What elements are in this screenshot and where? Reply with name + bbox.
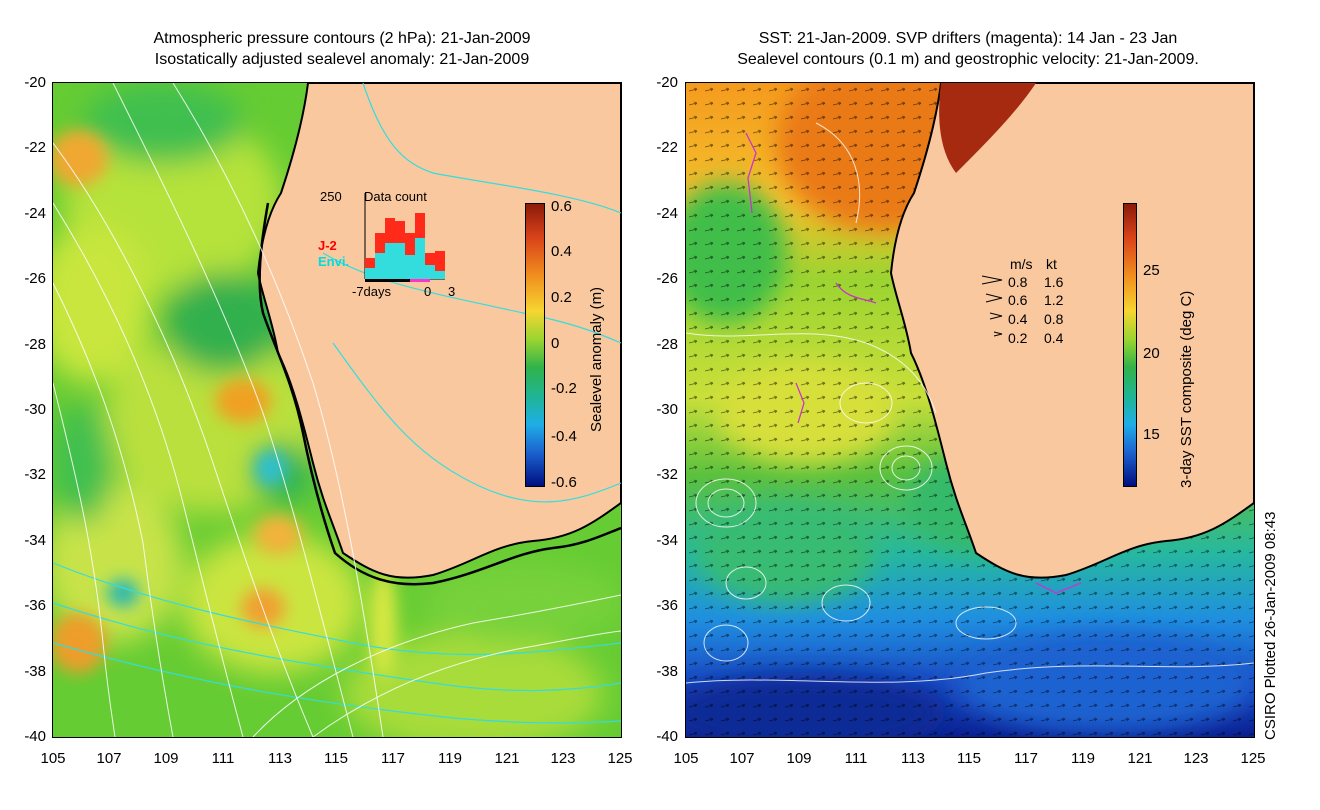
data-count-inset (364, 193, 445, 282)
inset-xtick-end: 3 (448, 284, 456, 299)
right-xtick: 117 (1014, 750, 1038, 767)
left-ytick: -34 (24, 532, 46, 549)
right-ytick: -24 (656, 205, 678, 222)
velocity-legend-row-kt: 0.8 (1044, 311, 1064, 327)
left-xtick: 123 (550, 750, 576, 767)
right-xtick: 123 (1183, 750, 1209, 767)
left-map-svg (53, 83, 621, 737)
left-title-line1: Atmospheric pressure contours (2 hPa): 2… (153, 30, 531, 47)
left-sealevel-map (52, 82, 622, 738)
right-ytick: -28 (656, 336, 678, 353)
right-map-svg (686, 83, 1254, 737)
left-cb-tick-4: -0.2 (551, 380, 577, 397)
velocity-legend-row-ms: 0.2 (1008, 330, 1028, 346)
right-ytick: -36 (656, 597, 678, 614)
left-colorbar (525, 203, 545, 487)
right-cb-tick-15: 15 (1143, 426, 1160, 443)
left-xtick: 111 (211, 750, 235, 767)
left-xtick: 113 (268, 750, 292, 767)
left-ytick: -22 (24, 139, 46, 156)
right-xtick: 113 (901, 750, 925, 767)
left-xtick: 105 (40, 750, 66, 767)
left-cb-tick-3: 0 (551, 335, 560, 352)
left-xtick: 119 (438, 750, 462, 767)
left-ytick: -32 (24, 466, 46, 483)
left-xtick: 125 (607, 750, 633, 767)
right-xtick: 119 (1071, 750, 1095, 767)
right-ytick: -34 (656, 532, 678, 549)
right-sst-map (685, 82, 1255, 738)
left-xtick: 109 (153, 750, 179, 767)
left-ytick: -24 (24, 205, 46, 222)
velocity-legend-header-kt: kt (1046, 256, 1057, 272)
right-ytick: -38 (656, 663, 678, 680)
velocity-legend-row-kt: 1.2 (1044, 292, 1064, 308)
inset-ymax-label: 250 (320, 189, 342, 204)
left-cb-tick-1: 0.4 (551, 243, 572, 260)
velocity-legend-header-ms: m/s (1010, 256, 1033, 272)
right-ytick: -26 (656, 270, 678, 287)
velocity-legend-row-ms: 0.4 (1008, 311, 1028, 327)
right-xtick: 107 (729, 750, 755, 767)
right-title-line1: SST: 21-Jan-2009. SVP drifters (magenta)… (758, 30, 1178, 47)
plot-credit: CSIRO Plotted 26-Jan-2009 08:43 (1262, 511, 1279, 740)
right-title-line2: Sealevel contours (0.1 m) and geostrophi… (737, 51, 1199, 68)
inset-xtick-start: -7days (352, 284, 392, 299)
right-colorbar (1123, 203, 1137, 487)
right-xtick: 121 (1127, 750, 1153, 767)
velocity-legend-row-ms: 0.6 (1008, 292, 1028, 308)
left-cb-tick-0: 0.6 (551, 198, 572, 215)
inset-xtick-zero: 0 (424, 284, 432, 299)
left-cb-tick-6: -0.6 (551, 474, 577, 491)
right-ytick: -32 (656, 466, 678, 483)
left-ytick: -40 (24, 728, 46, 745)
right-colorbar-label: 3-day SST composite (deg C) (1178, 290, 1195, 488)
inset-legend-j2: J-2 (318, 238, 337, 253)
right-xtick: 105 (673, 750, 699, 767)
left-ytick: -36 (24, 597, 46, 614)
right-xtick: 111 (844, 750, 868, 767)
australia-land (889, 83, 1254, 579)
right-ytick: -30 (656, 401, 678, 418)
left-xtick: 117 (381, 750, 405, 767)
left-colorbar-label: Sealevel anomaly (m) (588, 286, 605, 432)
right-ytick: -22 (656, 139, 678, 156)
left-xtick: 121 (494, 750, 520, 767)
left-cb-tick-5: -0.4 (551, 428, 577, 445)
right-xtick: 115 (957, 750, 981, 767)
left-ytick: -38 (24, 663, 46, 680)
velocity-legend-row-kt: 0.4 (1044, 330, 1064, 346)
left-ytick: -26 (24, 270, 46, 287)
right-xtick: 109 (786, 750, 812, 767)
right-ytick: -20 (656, 74, 678, 91)
left-cb-tick-2: 0.2 (551, 289, 572, 306)
right-xtick: 125 (1240, 750, 1266, 767)
left-xtick: 115 (324, 750, 348, 767)
inset-legend-envi: Envi. (318, 254, 350, 269)
velocity-legend-row-kt: 1.6 (1044, 274, 1064, 290)
right-cb-tick-25: 25 (1143, 262, 1160, 279)
left-xtick: 107 (96, 750, 122, 767)
inset-title: Data count (364, 189, 427, 204)
velocity-legend-row-ms: 0.8 (1008, 274, 1028, 290)
left-ytick: -28 (24, 336, 46, 353)
left-ytick: -20 (24, 74, 46, 91)
velocity-legend-arrows (981, 275, 1003, 337)
left-title-line2: Isostatically adjusted sealevel anomaly:… (154, 51, 530, 68)
right-ytick: -40 (656, 728, 678, 745)
left-ytick: -30 (24, 401, 46, 418)
right-cb-tick-20: 20 (1143, 345, 1160, 362)
